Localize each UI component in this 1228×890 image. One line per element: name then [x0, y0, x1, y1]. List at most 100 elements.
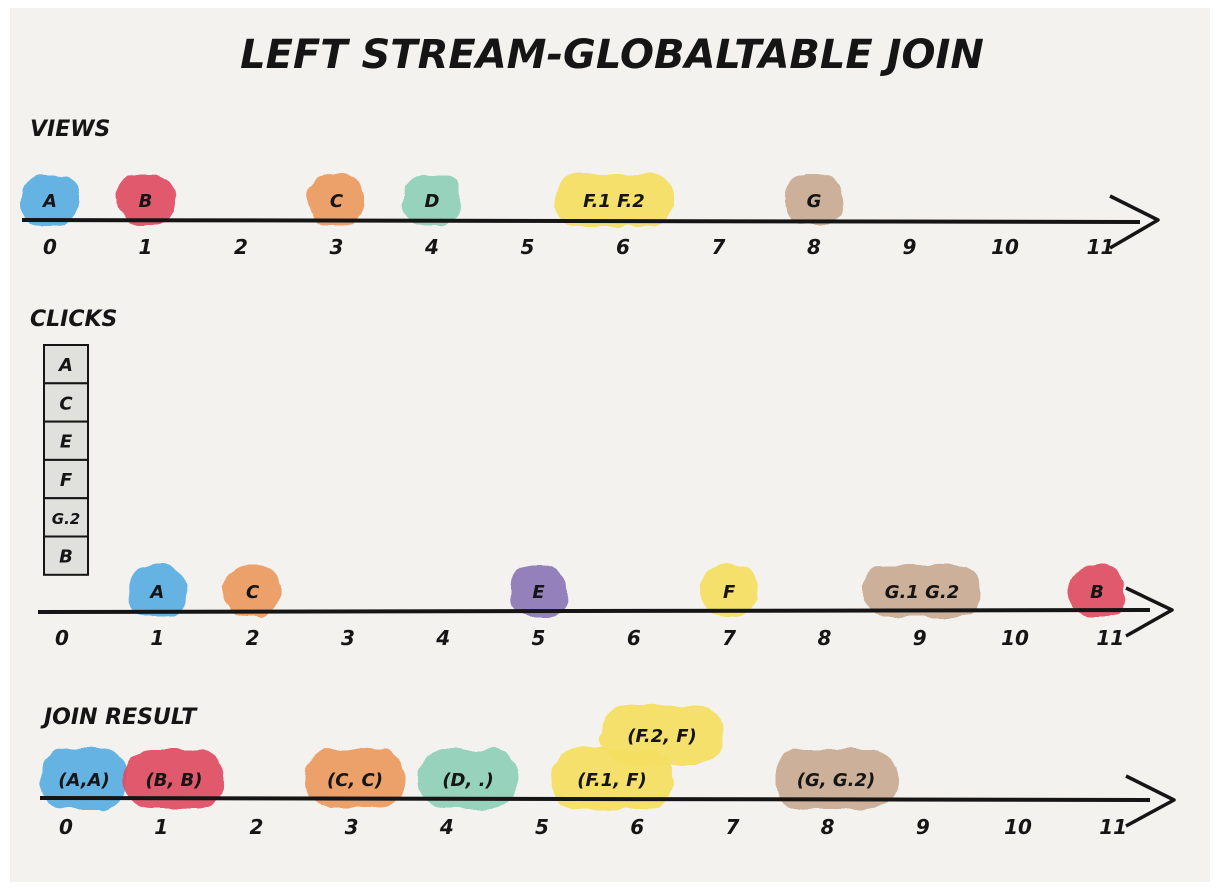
clicks-axis-line — [37, 608, 1151, 614]
event-blob: (D, .) — [418, 749, 518, 809]
table-cell-label: A — [57, 355, 73, 376]
tick-label: 10 — [1004, 815, 1032, 839]
join-result-arrow-head — [1125, 774, 1176, 828]
event-blob: F.1 F.2 — [555, 174, 673, 226]
event-blob: (G, G.2) — [775, 749, 897, 809]
event-blob-shape — [116, 174, 175, 226]
timeline-label-views: VIEWS — [30, 117, 110, 142]
event-blob: B — [116, 174, 175, 226]
event-blob-shape — [418, 749, 518, 809]
event-blob-shape — [223, 565, 282, 617]
tick-label: 6 — [616, 235, 630, 259]
event-blob-shape — [305, 749, 405, 809]
tick-label: 1 — [150, 626, 164, 650]
event-label: F — [723, 582, 736, 603]
tick-label: 7 — [712, 235, 726, 259]
event-label: F.1 F.2 — [583, 191, 645, 212]
event-blob: E — [509, 565, 568, 617]
tick-label: 6 — [630, 815, 644, 839]
tick-label: 11 — [1096, 626, 1124, 650]
tick-label: 4 — [424, 235, 439, 259]
event-blob: G — [785, 174, 843, 226]
tick-label: 10 — [1001, 626, 1029, 650]
event-blob: (C, C) — [305, 749, 405, 809]
event-label: C — [246, 582, 260, 603]
tick-label: 4 — [435, 626, 450, 650]
event-blob: A — [128, 565, 187, 617]
event-blob: G.1 G.2 — [863, 565, 981, 617]
views-tick-labels: 0 1 2 3 4 5 6 7 8 9 10 11 — [43, 235, 1114, 259]
event-label: (B, B) — [146, 770, 203, 791]
event-blob-shape — [775, 749, 897, 809]
tick-label: 6 — [627, 626, 641, 650]
event-label: C — [330, 191, 344, 212]
event-blob: (B, B) — [124, 749, 224, 809]
table-cell-label: G.2 — [52, 510, 80, 528]
tick-label: 1 — [139, 235, 153, 259]
views-axis-line — [21, 218, 1141, 224]
event-blob-shape — [700, 565, 759, 617]
event-blob-shape — [863, 565, 981, 617]
event-blob: (A,A) — [40, 749, 128, 809]
table-cell — [43, 344, 89, 385]
event-blob-shape — [1068, 565, 1126, 617]
join-result-events: (A,A) (B, B) (C, C) (D, .) (F.1, F) (F.2, F) (… — [40, 705, 897, 809]
table-cell-label: C — [59, 393, 73, 414]
table-cell-label: F — [60, 470, 73, 491]
timeline-label-join-result: JOIN RESULT — [40, 705, 198, 730]
tick-label: 8 — [817, 626, 831, 650]
event-label: G.1 G.2 — [885, 582, 960, 603]
clicks-arrow-head — [1125, 586, 1174, 638]
event-label: E — [532, 582, 545, 603]
table-cell-label: E — [60, 432, 73, 453]
tick-label: 5 — [532, 626, 546, 650]
event-blob: B — [1068, 565, 1126, 617]
tick-label: 7 — [722, 626, 736, 650]
event-blob: A — [21, 174, 79, 226]
tick-label: 9 — [913, 626, 927, 650]
event-label: G — [807, 191, 822, 212]
event-blob-shape — [128, 565, 187, 617]
event-label: A — [41, 191, 57, 212]
page-title: LEFT STREAM-GLOBALTABLE JOIN — [240, 32, 984, 78]
event-label: B — [1090, 582, 1104, 603]
tick-label: 4 — [439, 815, 454, 839]
tick-label: 2 — [249, 815, 263, 839]
event-label: A — [148, 582, 164, 603]
event-label: (F.1, F) — [577, 770, 647, 791]
table-cell — [43, 420, 89, 461]
event-blob-shape — [785, 174, 843, 226]
tick-label: 1 — [154, 815, 168, 839]
event-label: (C, C) — [327, 770, 383, 791]
table-cell — [43, 458, 89, 500]
event-label: (G, G.2) — [797, 770, 875, 791]
tick-label: 5 — [521, 235, 535, 259]
tick-label: 8 — [807, 235, 821, 259]
event-label: (F.2, F) — [627, 726, 697, 747]
table-cell — [43, 535, 89, 576]
views-events: A B C D F.1 F.2 G — [21, 174, 843, 226]
event-blob: C — [307, 174, 366, 226]
tick-label: 5 — [535, 815, 549, 839]
tick-label: 0 — [43, 235, 57, 259]
event-blob-shape — [307, 174, 366, 226]
event-blob: D — [403, 174, 461, 226]
event-blob-shape — [40, 749, 128, 809]
event-blob-shape — [403, 174, 461, 226]
clicks-tick-labels: 0 1 2 3 4 5 6 7 8 9 10 11 — [55, 626, 1124, 650]
tick-label: 10 — [991, 235, 1019, 259]
tick-label: 9 — [903, 235, 917, 259]
tick-label: 8 — [821, 815, 835, 839]
table-cell-label: B — [59, 547, 73, 568]
tick-label: 0 — [59, 815, 73, 839]
tick-label: 7 — [725, 815, 739, 839]
event-blob-shape — [509, 565, 568, 617]
clicks-events: A C E F G.1 G.2 B — [128, 565, 1126, 617]
tick-label: 9 — [916, 815, 930, 839]
join-result-tick-labels: 0 1 2 3 4 5 6 7 8 9 10 11 — [59, 815, 1127, 839]
event-label: B — [139, 191, 153, 212]
event-blob: (F.2, F) — [601, 705, 723, 765]
event-blob-shape — [21, 174, 79, 226]
